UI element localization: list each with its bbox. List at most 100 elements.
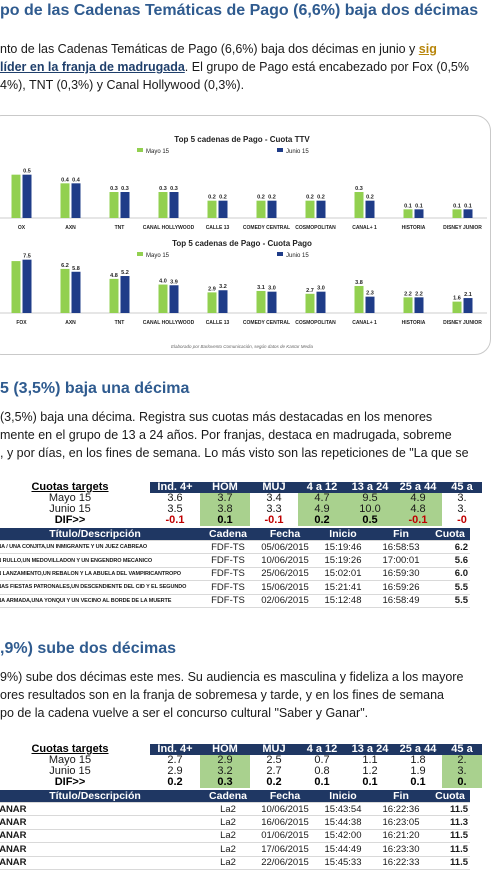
data-label: 0.2 (208, 195, 216, 201)
table-row: /UN LANZAMIENTO,UN REBALON Y LA ABUELA D… (0, 567, 470, 582)
cell: 3.6 (167, 492, 183, 504)
targets-header: HOM (200, 482, 250, 493)
cell: 4.8 (394, 504, 442, 515)
section-paragraph-fdf: (3,5%) baja una décima. Registra sus cuo… (0, 408, 495, 462)
cell: 3.4 (266, 492, 282, 504)
table-row: Junio 15 2.9 3.2 2.7 0.8 1.2 1.9 3. (0, 766, 482, 777)
bar-mayo (158, 192, 168, 218)
row-label: Mayo 15 (48, 492, 92, 504)
bar-junio (267, 291, 277, 313)
cell: 2.9 (167, 765, 183, 777)
legend-swatch (137, 148, 143, 152)
charts-svg: Top 5 cadenas de Pago - Cuota TTV Mayo 15… (0, 135, 487, 349)
targets-header: Cuotas targets (0, 744, 150, 755)
start-time: 15:45:33 (314, 856, 372, 870)
programs-header: Fecha (256, 790, 314, 803)
category-label: COSMOPOLITAN (295, 320, 336, 326)
data-label: 2.3 (366, 291, 374, 297)
start-time: 15:44:49 (314, 842, 372, 857)
targets-header: 13 a 24 (346, 482, 394, 493)
end-time: 16:22:33 (372, 856, 430, 870)
section-paragraph-pago: nto de las Cadenas Temáticas de Pago (6,… (0, 40, 495, 94)
cell: 0.1 (410, 776, 426, 788)
legend-swatch (277, 252, 283, 256)
channel: La2 (200, 802, 256, 817)
data-label: 5.2 (121, 270, 129, 276)
targets-header: 25 a 44 (394, 744, 442, 755)
data-label: 0.4 (72, 177, 81, 183)
bar-junio (71, 183, 81, 218)
date: 25/06/2015 (256, 567, 314, 582)
bar-junio (218, 200, 228, 218)
bar-mayo (207, 200, 217, 218)
data-label: 4.0 (159, 279, 167, 285)
bar-junio (365, 296, 375, 313)
cell: -0.1 (264, 514, 284, 526)
legend-swatch (277, 148, 283, 152)
category-label: COSMOPOLITAN (295, 225, 336, 231)
program-title: GANAR (0, 829, 200, 844)
targets-header: 4 a 12 (298, 744, 346, 755)
charts-panel: Top 5 cadenas de Pago - Cuota TTV Mayo 15… (0, 115, 491, 355)
row-label: DIF>> (54, 514, 86, 526)
share: 11.5 (430, 842, 470, 857)
start-time: 15:19:26 (314, 553, 372, 568)
start-time: 15:43:54 (314, 802, 372, 817)
category-label: CANAL+ 1 (352, 225, 377, 231)
table-row: Junio 15 3.5 3.8 3.3 4.9 10.0 4.8 3. (0, 504, 482, 515)
row-label: Junio 15 (49, 765, 91, 777)
cell: -0 (457, 514, 467, 526)
bar-junio (169, 285, 179, 313)
share: 6.2 (430, 540, 470, 555)
data-label: 0.2 (268, 195, 276, 201)
data-label: 0.3 (159, 186, 167, 192)
category-label: HISTORIA (402, 320, 426, 326)
targets-header: 45 a (442, 482, 482, 493)
targets-header: 4 a 12 (298, 482, 346, 493)
data-label: 1.6 (453, 296, 461, 302)
start-time: 15:42:00 (314, 829, 372, 844)
cell: 0.7 (314, 754, 330, 766)
cell: 0.2 (298, 515, 346, 526)
category-label: COMEDY CENTRAL (243, 320, 290, 326)
end-time: 16:22:36 (372, 802, 430, 817)
start-time: 15:02:01 (314, 567, 372, 582)
data-label: 0.1 (415, 203, 423, 209)
category-label: FOX (16, 320, 27, 326)
start-time: 15:21:41 (314, 580, 372, 595)
bar-mayo (256, 290, 266, 313)
legend-label: Mayo 15 (146, 149, 170, 155)
table-row: /UN RULLO,UN MEDOVILLADON Y UN ENGENDRO … (0, 553, 470, 568)
share: 11.5 (430, 802, 470, 817)
share: 5.5 (430, 594, 470, 608)
targets-table: Cuotas targets Ind. 4+ HOM MUJ 4 a 12 13… (0, 744, 482, 788)
data-label: 5.8 (72, 266, 80, 272)
category-label: CALLE 13 (206, 225, 230, 231)
cell: 3.5 (167, 503, 183, 515)
cell: 1.9 (410, 765, 426, 777)
data-label: 3.0 (317, 286, 325, 292)
data-label: 0.2 (306, 195, 314, 201)
end-time: 16:59:30 (372, 567, 430, 582)
end-time: 16:58:49 (372, 594, 430, 608)
channel: La2 (200, 856, 256, 870)
targets-header: Cuotas targets (0, 482, 150, 493)
category-label: AXN (65, 225, 76, 231)
table-row: Mayo 15 3.6 3.7 3.4 4.7 9.5 4.9 3. (0, 493, 482, 504)
data-label: 0.3 (110, 186, 118, 192)
cell: 0.2 (266, 776, 282, 788)
category-label: CANAL+ 1 (352, 320, 377, 326)
program-title: CINA / UNA CONJITA,UN INMIGRANTE Y UN JU… (0, 540, 200, 555)
channel: FDF-TS (200, 580, 256, 595)
section-heading-pago: po de las Cadenas Temáticas de Pago (6,6… (0, 2, 479, 19)
programs-table: Título/Descripción Cadena Fecha Inicio F… (0, 528, 470, 608)
bar-junio (22, 174, 32, 218)
data-label: 7.5 (23, 254, 31, 260)
cell: 3. (442, 766, 482, 777)
cell: 3.8 (200, 504, 250, 515)
cell: 0.1 (314, 776, 330, 788)
data-label: 0.2 (257, 195, 265, 201)
data-label: 3.8 (355, 280, 363, 286)
text-line: . El grupo de Pago está encabezado por F… (184, 60, 469, 74)
